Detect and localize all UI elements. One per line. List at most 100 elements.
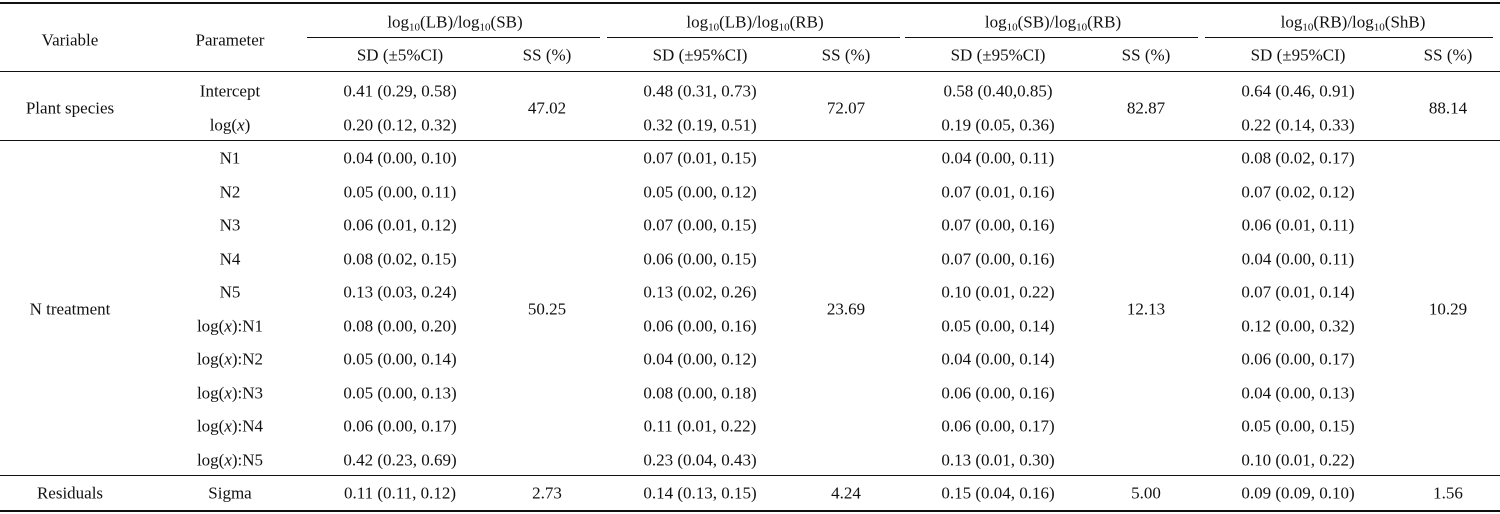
ratio-subscript: 10 bbox=[778, 21, 790, 34]
sd-value-cell: 0.10 (0.01, 0.22) bbox=[941, 282, 1055, 302]
sd-value-cell: 0.32 (0.19, 0.51) bbox=[643, 115, 757, 134]
parameter-label: log(x):N5 bbox=[196, 450, 264, 469]
sd-value-cell: 0.07 (0.00, 0.16) bbox=[941, 249, 1055, 268]
sd-value-cell: 0.10 (0.01, 0.22) bbox=[1241, 450, 1355, 469]
group-header-ratio: log10(LB)/log10(SB) bbox=[387, 12, 523, 34]
ratio-prefix: log bbox=[984, 12, 1007, 32]
sd-value-cell: 0.06 (0.00, 0.17) bbox=[343, 416, 457, 436]
ss-value-cell: 82.87 bbox=[1126, 98, 1166, 118]
sd-value-cell: 0.13 (0.02, 0.26) bbox=[643, 282, 757, 302]
parameter-label: log(x):N1 bbox=[196, 316, 264, 335]
sd-value-cell: 0.22 (0.14, 0.33) bbox=[1241, 115, 1355, 134]
ratio-subscript: 10 bbox=[1076, 21, 1088, 34]
sd-value-cell: 0.05 (0.00, 0.15) bbox=[1241, 416, 1355, 436]
ratio-subscript: 10 bbox=[409, 21, 421, 34]
parameter-label: N5 bbox=[219, 282, 241, 302]
parameter-label: log(x):N4 bbox=[196, 416, 264, 436]
ratio-middle: (SB)/log bbox=[1017, 12, 1077, 32]
sd-value-cell: 0.06 (0.01, 0.11) bbox=[1241, 215, 1355, 235]
parameter-label: N1 bbox=[219, 148, 241, 168]
variable-cell: N treatment bbox=[29, 299, 111, 319]
ss-value-cell: 4.24 bbox=[831, 483, 861, 503]
sd-value-cell: 0.64 (0.46, 0.91) bbox=[1241, 81, 1355, 101]
ss-value-cell: 12.13 bbox=[1126, 299, 1166, 319]
ratio-suffix: (SB) bbox=[490, 12, 523, 32]
sd-value-cell: 0.08 (0.02, 0.15) bbox=[343, 249, 457, 268]
sd-value-cell: 0.07 (0.01, 0.14) bbox=[1241, 282, 1355, 302]
ss-value-cell: 50.25 bbox=[527, 299, 567, 319]
parameter-label: Intercept bbox=[199, 81, 261, 101]
parameter-label: Sigma bbox=[208, 483, 252, 503]
header-sd: SD (±95%CI) bbox=[1250, 45, 1346, 65]
ratio-subscript: 10 bbox=[1302, 21, 1314, 34]
sd-value-cell: 0.41 (0.29, 0.58) bbox=[343, 81, 457, 101]
sd-value-cell: 0.05 (0.00, 0.14) bbox=[343, 349, 457, 369]
table-bottom-rule bbox=[0, 510, 1500, 512]
sd-value-cell: 0.42 (0.23, 0.69) bbox=[343, 450, 457, 469]
parameter-cell: log(x):N5 bbox=[197, 451, 263, 468]
ratio-prefix: log bbox=[686, 12, 709, 32]
sd-value-cell: 0.04 (0.00, 0.14) bbox=[941, 349, 1055, 369]
ratio-middle: (LB)/log bbox=[719, 12, 779, 32]
ss-value-cell: 88.14 bbox=[1428, 98, 1468, 118]
sd-value-cell: 0.06 (0.00, 0.16) bbox=[643, 316, 757, 335]
parameter-label: N4 bbox=[219, 249, 241, 268]
sd-value-cell: 0.05 (0.00, 0.12) bbox=[643, 182, 757, 201]
group-header-ratio: log10(RB)/log10(ShB) bbox=[1280, 12, 1426, 34]
sd-value-cell: 0.04 (0.00, 0.11) bbox=[941, 148, 1055, 168]
parameter-cell: log(x):N1 bbox=[197, 317, 263, 334]
ratio-subscript: 10 bbox=[708, 21, 720, 34]
ratio-suffix: (ShB) bbox=[1384, 12, 1426, 32]
ratio-prefix: log bbox=[1280, 12, 1303, 32]
header-sd: SD (±95%CI) bbox=[652, 45, 748, 65]
header-parameter: Parameter bbox=[195, 30, 265, 50]
ss-value-cell: 2.73 bbox=[532, 483, 562, 503]
parameter-label: log(x):N3 bbox=[196, 383, 264, 402]
table-top-rule bbox=[0, 2, 1500, 4]
parameter-cell: N4 bbox=[220, 250, 241, 267]
parameter-label: N3 bbox=[219, 215, 241, 235]
sd-value-cell: 0.14 (0.13, 0.15) bbox=[643, 483, 757, 503]
sd-value-cell: 0.11 (0.11, 0.12) bbox=[343, 483, 457, 503]
sd-value-cell: 0.07 (0.02, 0.12) bbox=[1241, 182, 1355, 201]
group-header-rule bbox=[607, 37, 900, 38]
sd-value-cell: 0.12 (0.00, 0.32) bbox=[1241, 316, 1355, 335]
ratio-middle: (RB)/log bbox=[1313, 12, 1374, 32]
ratio-prefix: log bbox=[387, 12, 410, 32]
sd-value-cell: 0.08 (0.00, 0.20) bbox=[343, 316, 457, 335]
sd-value-cell: 0.07 (0.00, 0.16) bbox=[941, 215, 1055, 235]
sd-value-cell: 0.13 (0.03, 0.24) bbox=[343, 282, 457, 302]
variable-cell: Residuals bbox=[36, 483, 104, 503]
header-ss: SS (%) bbox=[1423, 45, 1473, 65]
group-header-ratio: log10(SB)/log10(RB) bbox=[984, 12, 1121, 34]
ss-value-cell: 47.02 bbox=[527, 98, 567, 118]
parameter-label: log(x) bbox=[209, 115, 251, 134]
sd-value-cell: 0.11 (0.01, 0.22) bbox=[643, 416, 757, 436]
sd-value-cell: 0.19 (0.05, 0.36) bbox=[941, 115, 1055, 134]
sd-value-cell: 0.08 (0.02, 0.17) bbox=[1241, 148, 1355, 168]
header-ss: SS (%) bbox=[1121, 45, 1171, 65]
sd-value-cell: 0.07 (0.01, 0.16) bbox=[941, 182, 1055, 201]
section-divider-rule bbox=[0, 475, 1500, 477]
parameter-cell: log(x) bbox=[210, 116, 251, 133]
sd-value-cell: 0.04 (0.00, 0.12) bbox=[643, 349, 757, 369]
sd-value-cell: 0.07 (0.00, 0.15) bbox=[643, 215, 757, 235]
sd-value-cell: 0.23 (0.04, 0.43) bbox=[643, 450, 757, 469]
sd-value-cell: 0.04 (0.00, 0.11) bbox=[1241, 249, 1355, 268]
header-variable: Variable bbox=[41, 30, 99, 50]
parameter-cell: N3 bbox=[220, 217, 241, 234]
sd-value-cell: 0.09 (0.09, 0.10) bbox=[1241, 483, 1355, 503]
header-sd: SD (±5%CI) bbox=[356, 45, 444, 65]
parameter-cell: N1 bbox=[220, 150, 241, 167]
sd-value-cell: 0.04 (0.00, 0.10) bbox=[343, 148, 457, 168]
sd-value-cell: 0.06 (0.00, 0.15) bbox=[643, 249, 757, 268]
parameter-label: log(x):N2 bbox=[196, 349, 264, 369]
sd-value-cell: 0.07 (0.01, 0.15) bbox=[643, 148, 757, 168]
sd-value-cell: 0.05 (0.00, 0.11) bbox=[343, 182, 457, 201]
sd-value-cell: 0.05 (0.00, 0.14) bbox=[941, 316, 1055, 335]
header-bottom-rule bbox=[0, 71, 1500, 72]
variable-cell: Plant species bbox=[25, 98, 115, 118]
header-ss: SS (%) bbox=[522, 45, 572, 65]
sd-value-cell: 0.04 (0.00, 0.13) bbox=[1241, 383, 1355, 402]
